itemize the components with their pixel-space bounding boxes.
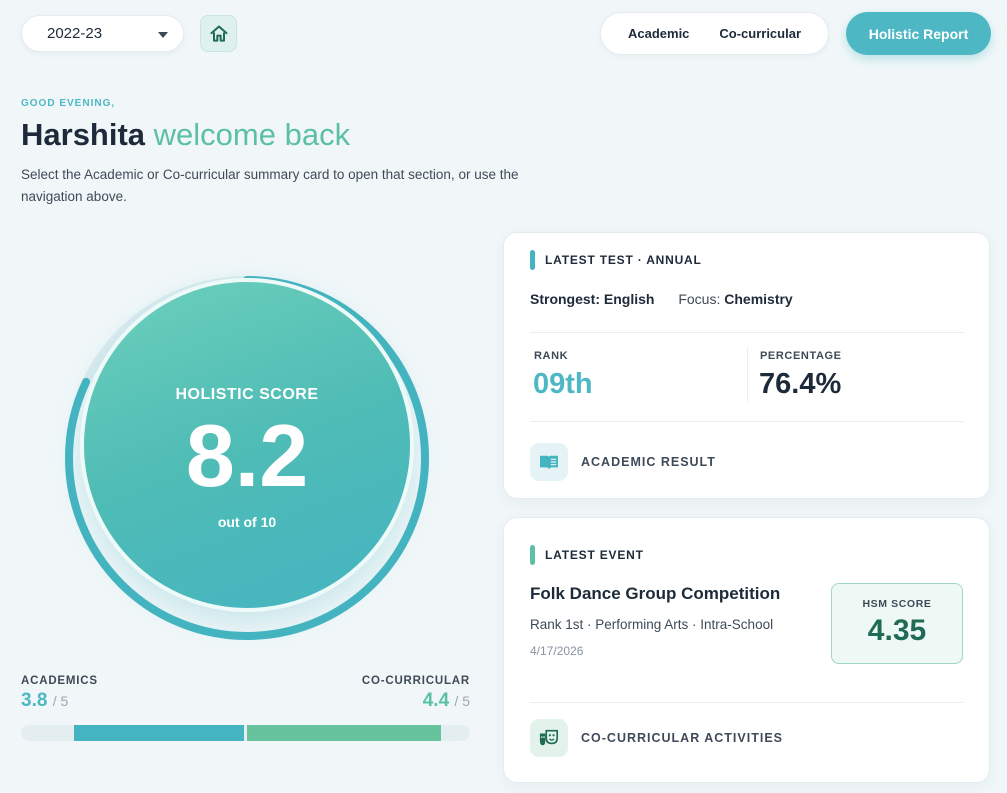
stat-divider: [747, 348, 748, 402]
test-strengths: Strongest: English Focus: Chemistry: [530, 291, 793, 307]
holistic-score-value: 8.2: [185, 406, 309, 505]
percentage-value: 76.4%: [759, 368, 842, 400]
cocurricular-icon-box[interactable]: [530, 719, 568, 757]
cocurricular-score: 4.4 / 5: [423, 690, 470, 712]
nav-academic[interactable]: Academic: [627, 26, 690, 41]
divider: [530, 332, 964, 333]
rank-value: 09th: [533, 368, 593, 400]
holistic-score-out-of: out of 10: [217, 514, 277, 530]
focus-label: Focus:: [678, 291, 721, 307]
rank-label: RANK: [534, 350, 569, 362]
academics-score-value: 3.8: [21, 690, 48, 711]
holistic-report-button[interactable]: Holistic Report: [846, 12, 991, 55]
event-title: Folk Dance Group Competition: [530, 584, 781, 603]
latest-test-tag: LATEST TEST · ANNUAL: [530, 250, 702, 270]
section-nav: Academic Co-curricular: [600, 12, 829, 55]
latest-test-tag-text: LATEST TEST · ANNUAL: [545, 253, 702, 267]
nav-cocurricular[interactable]: Co-curricular: [719, 26, 802, 41]
home-icon: [210, 25, 227, 42]
latest-event-tag: LATEST EVENT: [530, 545, 644, 565]
cocurricular-activities-link[interactable]: CO-CURRICULAR ACTIVITIES: [581, 731, 784, 745]
year-select-value: 2022-23: [47, 25, 103, 42]
latest-event-tag-text: LATEST EVENT: [545, 548, 644, 562]
cocurricular-score-denominator: / 5: [454, 693, 470, 709]
strongest-label: Strongest:: [530, 291, 600, 307]
greeting-description: Select the Academic or Co-curricular sum…: [21, 167, 519, 204]
event-meta: Rank 1st · Performing Arts · Intra-Schoo…: [530, 617, 774, 632]
user-name: Harshita: [21, 117, 146, 152]
tag-accent: [530, 545, 535, 565]
cocurricular-label: CO-CURRICULAR: [361, 675, 470, 687]
divider: [530, 421, 964, 422]
hsm-score-box: HSM SCORE 4.35: [831, 583, 963, 664]
event-date: 4/17/2026: [530, 644, 584, 658]
theater-masks-icon: [539, 729, 558, 746]
chevron-down-icon: [158, 32, 168, 38]
academic-result-icon-box[interactable]: [530, 443, 568, 481]
tag-accent: [530, 250, 535, 270]
percentage-label: PERCENTAGE: [760, 350, 842, 362]
strongest-value: English: [603, 291, 655, 307]
academics-score: 3.8 / 5: [21, 690, 68, 712]
greeting-salutation: GOOD EVENING,: [21, 98, 116, 109]
greeting-title: Harshita welcome back: [21, 117, 350, 153]
academics-score-denominator: / 5: [52, 693, 69, 709]
holistic-score-label: HOLISTIC SCORE: [175, 386, 319, 403]
cocurricular-bar: [247, 725, 441, 741]
book-icon: [540, 455, 558, 470]
latest-test-card[interactable]: [503, 232, 990, 499]
holistic-score-circle: [80, 278, 414, 612]
welcome-text: welcome back: [153, 117, 351, 152]
academics-label: ACADEMICS: [21, 675, 98, 687]
focus-value: Chemistry: [724, 291, 793, 307]
home-button[interactable]: [200, 15, 237, 52]
year-select[interactable]: 2022-23: [21, 15, 184, 52]
academics-bar: [74, 725, 244, 741]
divider: [530, 702, 964, 703]
hsm-score-value: 4.35: [867, 614, 927, 647]
academic-result-link[interactable]: ACADEMIC RESULT: [581, 455, 716, 469]
cocurricular-score-value: 4.4: [422, 690, 450, 711]
hsm-score-label: HSM SCORE: [862, 598, 932, 610]
